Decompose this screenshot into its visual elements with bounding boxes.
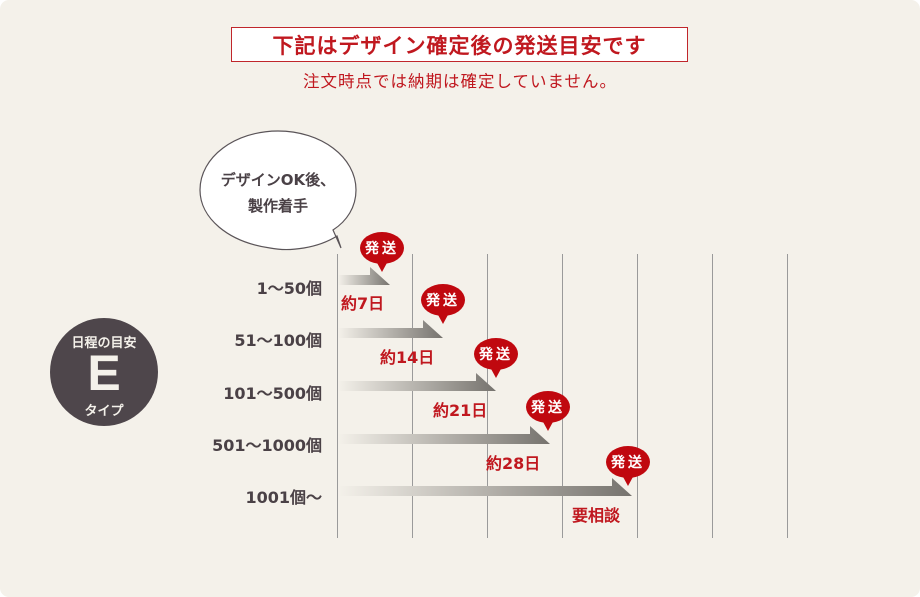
quantity-label: 501〜1000個 — [212, 436, 322, 455]
arrow-row-3 — [338, 373, 496, 391]
lead-time-label: 要相談 — [572, 506, 621, 525]
quantity-label: 51〜100個 — [234, 331, 322, 350]
title-box: 下記はデザイン確定後の発送目安です — [231, 27, 688, 62]
lead-time-label: 約28日 — [486, 454, 541, 473]
quantity-label: 101〜500個 — [223, 384, 322, 403]
gridline — [637, 254, 638, 538]
type-letter: E — [87, 345, 121, 401]
lead-time-label: 約21日 — [433, 401, 488, 420]
lead-time-label: 約14日 — [380, 348, 435, 367]
arrow-row-1 — [338, 267, 390, 285]
type-caption: 日程の目安 — [71, 336, 137, 351]
shipping-badge: 発送 — [421, 284, 465, 324]
gridline — [487, 254, 488, 538]
subtitle: 注文時点では納期は確定していません。 — [302, 72, 617, 91]
schedule-type-badge: 日程の目安 E タイプ — [50, 318, 158, 426]
arrow-row-4 — [338, 426, 550, 444]
bubble-line-1: デザインOK後、 — [220, 171, 336, 189]
quantity-label: 1〜50個 — [256, 279, 322, 298]
gridline — [712, 254, 713, 538]
page-title: 下記はデザイン確定後の発送目安です — [272, 33, 647, 58]
quantity-label: 1001個〜 — [245, 488, 322, 507]
gridline — [412, 254, 413, 538]
lead-time-label: 約7日 — [341, 294, 385, 313]
arrow-row-5 — [338, 478, 632, 496]
shipping-badge: 発送 — [474, 338, 518, 378]
gridline — [787, 254, 788, 538]
bubble-line-2: 製作着手 — [247, 197, 308, 215]
type-footer: タイプ — [84, 404, 124, 419]
shipping-badge: 発送 — [606, 446, 650, 486]
arrow-row-2 — [338, 320, 443, 338]
shipping-badge: 発送 — [526, 391, 570, 431]
gridline — [337, 254, 338, 538]
shipping-badge: 発送 — [360, 232, 404, 272]
